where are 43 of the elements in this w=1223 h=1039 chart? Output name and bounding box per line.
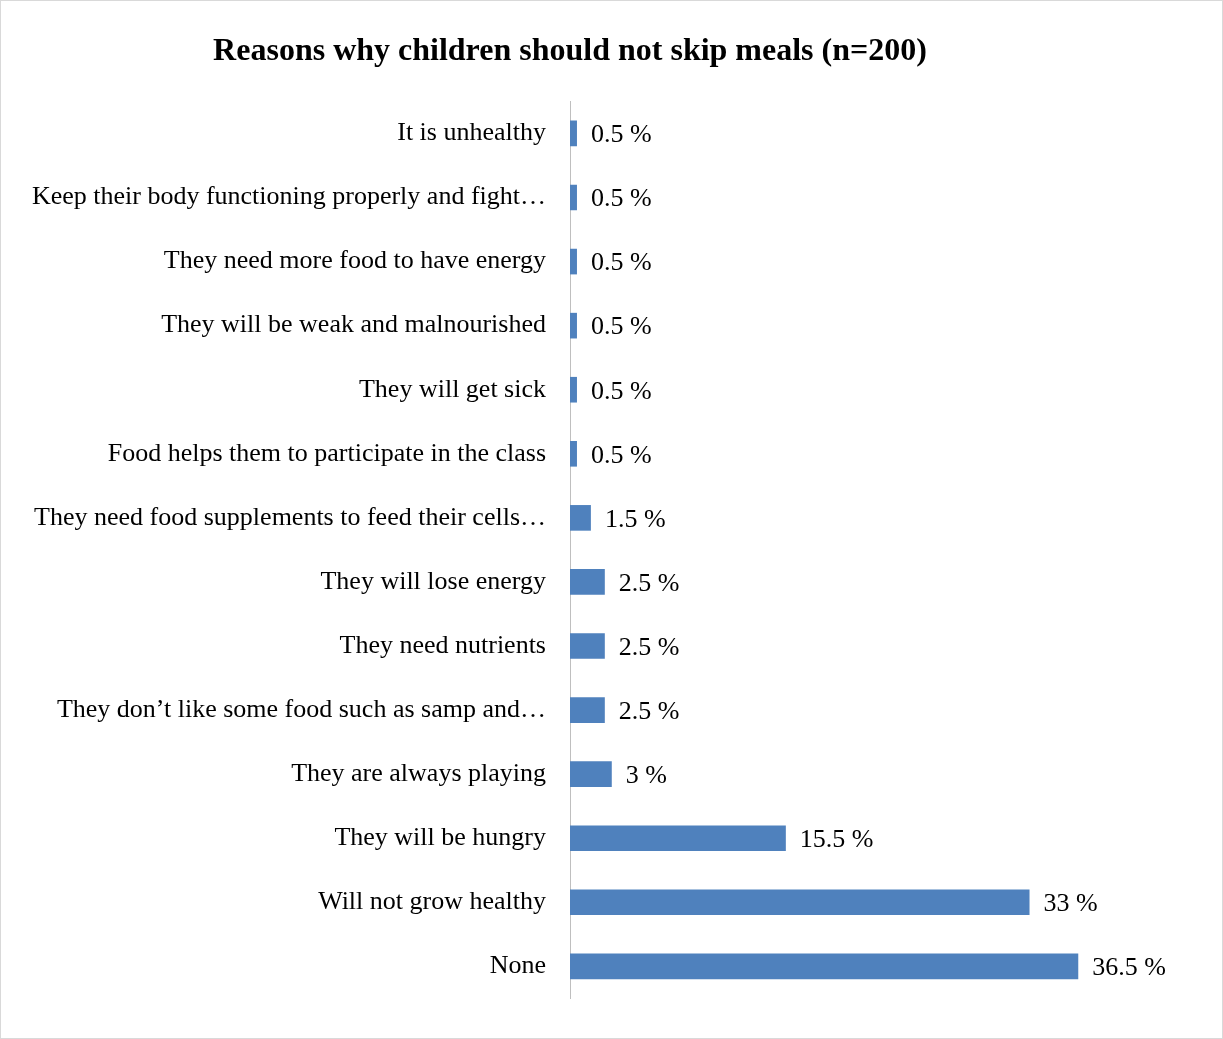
data-label: 2.5 %: [618, 567, 680, 597]
data-label: 0.5 %: [590, 375, 652, 405]
data-label: 2.5 %: [618, 631, 680, 661]
bar: [570, 184, 577, 211]
bar: [570, 697, 605, 723]
bar: [570, 889, 1030, 916]
y-tick-label: They need nutrients: [339, 629, 546, 659]
y-tick-label: Keep their body functioning properly and fight…: [31, 181, 546, 211]
data-label: 0.5 %: [590, 183, 652, 213]
bar: [570, 440, 577, 467]
data-label: 1.5 %: [604, 503, 666, 533]
chart-title: Reasons why children should not skip meals (n=200): [213, 31, 927, 68]
bar: [570, 761, 612, 787]
bar: [570, 569, 605, 595]
data-label: 0.5 %: [590, 311, 652, 341]
data-label: 3 %: [625, 759, 667, 789]
data-label: 33 %: [1043, 888, 1098, 918]
y-tick-label: They will be hungry: [334, 822, 546, 852]
data-label: 15.5 %: [799, 824, 874, 854]
data-label: 36.5 %: [1092, 952, 1166, 982]
data-label: 2.5 %: [618, 695, 680, 725]
y-tick-label: None: [489, 950, 546, 980]
data-label: 0.5 %: [590, 439, 652, 469]
bar: [570, 953, 1079, 980]
y-tick-label: They will be weak and malnourished: [161, 309, 546, 339]
bar: [570, 505, 591, 531]
bar: [570, 120, 577, 147]
bar: [570, 376, 577, 403]
y-tick-label: They will get sick: [358, 373, 546, 403]
y-tick-label: They need more food to have energy: [163, 245, 546, 275]
y-tick-label: Will not grow healthy: [318, 886, 546, 916]
y-tick-label: They don’t like some food such as samp and…: [56, 693, 546, 723]
data-label: 0.5 %: [590, 247, 652, 277]
bar: [570, 633, 605, 659]
y-tick-label: It is unhealthy: [397, 117, 546, 147]
data-label: 0.5 %: [590, 119, 652, 149]
y-tick-label: They need food supplements to feed their cells…: [34, 501, 546, 531]
y-tick-label: Food helps them to participate in the class: [107, 437, 546, 467]
bar: [570, 825, 786, 852]
y-tick-label: They are always playing: [291, 757, 546, 787]
bar: [570, 248, 577, 275]
y-tick-label: They will lose energy: [320, 565, 546, 595]
bar: [570, 312, 577, 339]
